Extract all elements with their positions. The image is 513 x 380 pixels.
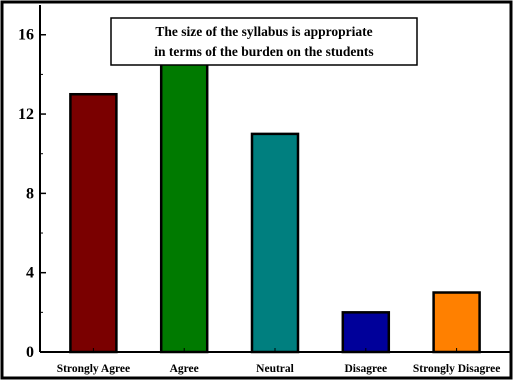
- title-box: [110, 17, 418, 66]
- bar-disagree: [341, 311, 391, 354]
- x-tick-label: Strongly Disagree: [413, 363, 500, 375]
- bar-neutral: [250, 132, 300, 354]
- bar-strongly-disagree: [432, 291, 481, 354]
- chart-title-box: The size of the syllabus is appropriate …: [110, 17, 418, 66]
- y-tick-label: 4: [26, 265, 34, 282]
- x-axis-labels: Strongly Agree Agree Neutral Disagree Strong…: [57, 348, 500, 375]
- y-tick-label: 16: [18, 27, 34, 44]
- y-tick-label: 8: [26, 185, 34, 202]
- bar-strongly-agree: [69, 92, 118, 354]
- x-tick-label: Agree: [170, 363, 199, 375]
- chart-title-line-1: The size of the syllabus is appropriate: [155, 24, 372, 39]
- y-tick-label: 0: [26, 344, 34, 361]
- x-tick-label: Disagree: [345, 363, 388, 375]
- x-tick-label: Strongly Agree: [57, 363, 130, 375]
- bar-agree: [159, 53, 209, 354]
- y-tick-label: 12: [18, 106, 34, 123]
- y-axis-ticks: 0 4 8 12 16: [18, 27, 46, 361]
- x-tick-label: Neutral: [256, 363, 294, 375]
- chart-title-line-2: in terms of the burden on the students: [154, 44, 373, 59]
- bars: [69, 53, 481, 354]
